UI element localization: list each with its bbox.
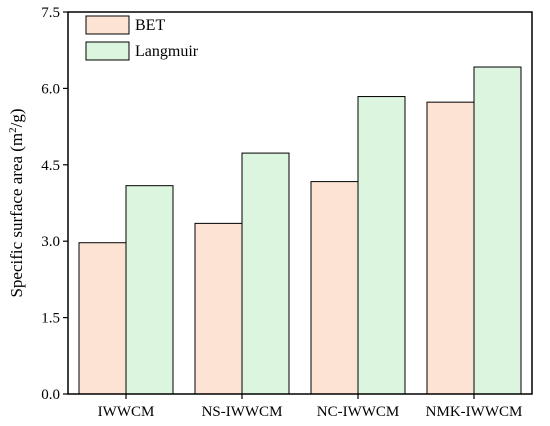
bars-layer xyxy=(78,66,522,395)
x-tick-label: NMK-IWWCM xyxy=(426,404,523,420)
y-axis-label-superscript: 2 xyxy=(7,127,19,133)
y-axis: 0.0 1.5 3.0 4.5 6.0 7.5 xyxy=(41,5,68,403)
bar-langmuir-ns-iwwcm xyxy=(241,152,290,395)
y-tick-label: 3.0 xyxy=(41,234,60,250)
y-tick-label: 0.0 xyxy=(41,387,60,403)
legend-swatch-langmuir xyxy=(85,41,130,61)
y-tick-label: 6.0 xyxy=(41,81,60,97)
y-axis-label-end: /g) xyxy=(7,108,26,127)
x-tick-label: IWWCM xyxy=(98,404,155,420)
legend-label-langmuir: Langmuir xyxy=(135,43,199,60)
bar-langmuir-iwwcm xyxy=(125,185,174,395)
plot-frame xyxy=(67,11,533,395)
y-axis-label-main: Specific surface area (m xyxy=(7,133,26,298)
x-tick-label: NC-IWWCM xyxy=(317,404,400,420)
y-tick-label: 1.5 xyxy=(41,311,60,327)
y-tick-label: 7.5 xyxy=(41,5,60,21)
legend: BET Langmuir xyxy=(85,15,199,61)
bar-bet-nmk-iwwcm xyxy=(426,101,475,395)
legend-label-bet: BET xyxy=(135,17,165,34)
bar-langmuir-nc-iwwcm xyxy=(357,96,406,395)
bar-langmuir-nmk-iwwcm xyxy=(473,66,522,395)
bar-bet-nc-iwwcm xyxy=(310,181,359,395)
x-axis: IWWCM NS-IWWCM NC-IWWCM NMK-IWWCM xyxy=(98,394,523,420)
bar-bet-ns-iwwcm xyxy=(194,222,243,395)
legend-swatch-bet xyxy=(85,15,130,35)
bar-bet-iwwcm xyxy=(78,242,127,395)
x-tick-label: NS-IWWCM xyxy=(202,404,283,420)
y-axis-label: Specific surface area (m2/g) xyxy=(7,108,26,297)
y-tick-label: 4.5 xyxy=(41,158,60,174)
